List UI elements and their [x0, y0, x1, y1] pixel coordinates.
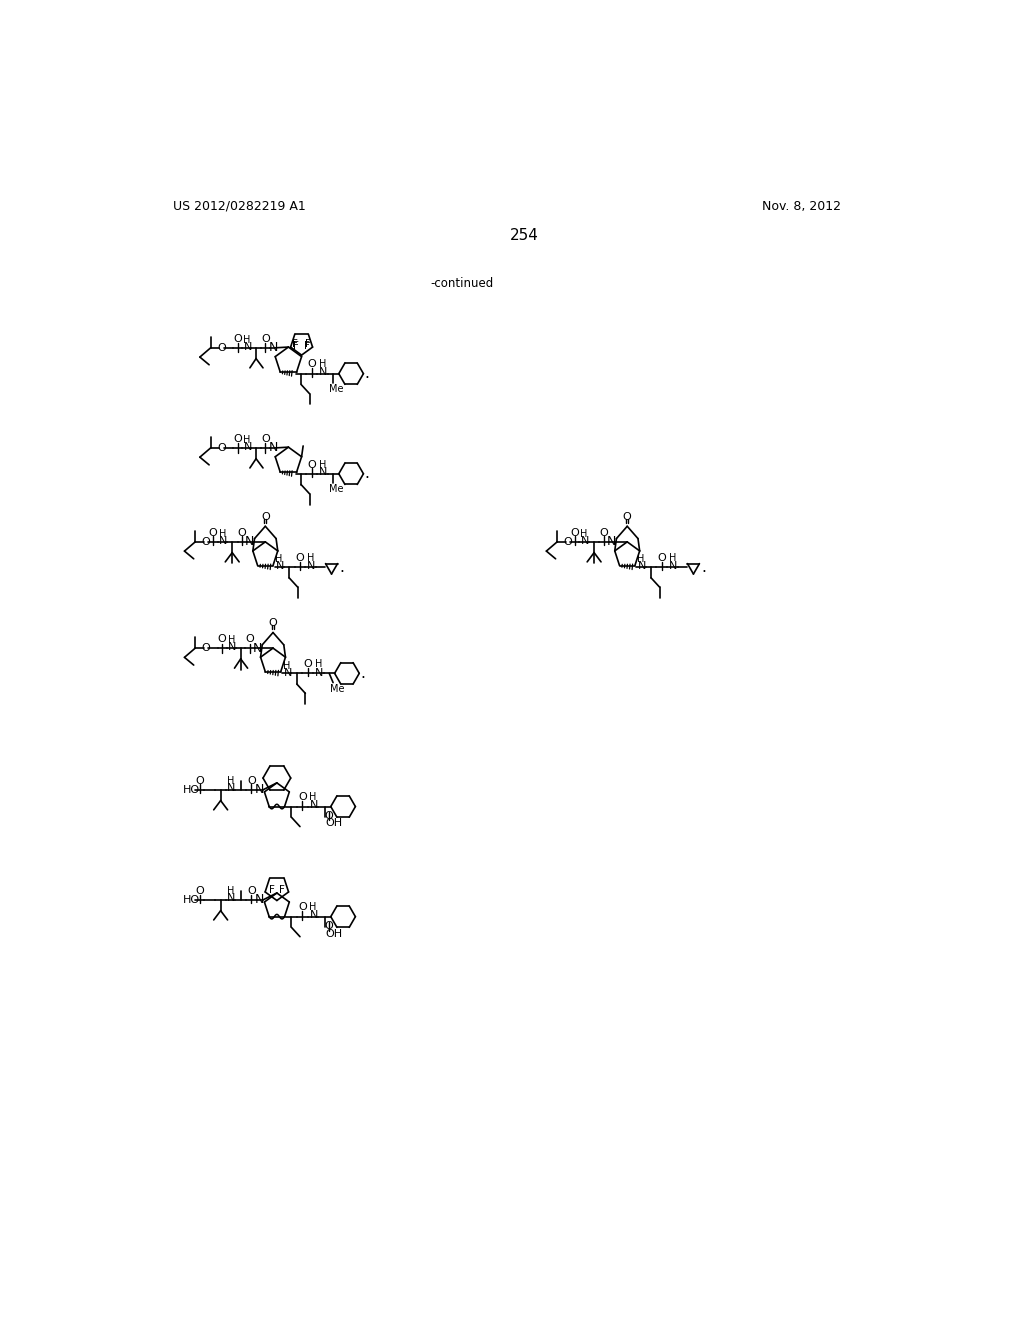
Text: H: H	[309, 903, 316, 912]
Text: F: F	[293, 341, 299, 351]
Text: O: O	[261, 334, 269, 343]
Text: O: O	[233, 334, 242, 343]
Text: N: N	[315, 668, 324, 677]
Text: O: O	[209, 528, 217, 537]
Text: N: N	[268, 342, 278, 354]
Text: O: O	[303, 659, 312, 669]
Text: H: H	[243, 335, 251, 345]
Text: N: N	[245, 536, 255, 548]
Text: O: O	[307, 459, 316, 470]
Text: N: N	[228, 643, 237, 652]
Text: .: .	[339, 560, 344, 574]
Text: O: O	[238, 528, 247, 537]
Text: N: N	[670, 561, 678, 572]
Text: O: O	[247, 886, 256, 896]
Text: H: H	[669, 553, 676, 562]
Text: .: .	[365, 466, 369, 482]
Text: -continued: -continued	[430, 277, 494, 289]
Text: H: H	[284, 660, 291, 671]
Text: OH: OH	[326, 928, 342, 939]
Text: Nov. 8, 2012: Nov. 8, 2012	[762, 199, 841, 213]
Text: N: N	[255, 894, 264, 907]
Text: H: H	[318, 359, 327, 370]
Text: F: F	[305, 339, 310, 350]
Text: Me: Me	[330, 484, 344, 494]
Text: H: H	[227, 886, 234, 896]
Text: 254: 254	[510, 228, 540, 243]
Text: H: H	[227, 635, 236, 645]
Text: O: O	[325, 921, 334, 931]
Text: N: N	[268, 441, 278, 454]
Text: N: N	[309, 909, 318, 920]
Text: N: N	[581, 536, 589, 546]
Text: O: O	[298, 903, 306, 912]
Text: O: O	[657, 553, 667, 562]
Text: H: H	[243, 436, 251, 445]
Text: N: N	[219, 536, 227, 546]
Text: N: N	[227, 783, 236, 793]
Text: O: O	[325, 810, 334, 821]
Text: H: H	[581, 529, 588, 539]
Text: O: O	[202, 643, 210, 653]
Text: H: H	[275, 554, 283, 565]
Text: N: N	[638, 561, 646, 572]
Text: N: N	[319, 367, 328, 378]
Text: O: O	[217, 444, 226, 453]
Text: HO: HO	[183, 785, 200, 795]
Text: Me: Me	[331, 684, 345, 694]
Text: H: H	[227, 776, 234, 785]
Text: H: H	[218, 529, 226, 539]
Text: F: F	[293, 339, 298, 350]
Text: O: O	[196, 886, 204, 896]
Text: O: O	[233, 434, 242, 444]
Text: O: O	[563, 537, 572, 546]
Text: O: O	[217, 343, 226, 352]
Text: O: O	[268, 618, 278, 628]
Text: .: .	[365, 366, 369, 381]
Text: O: O	[246, 634, 254, 644]
Text: O: O	[261, 434, 269, 444]
Text: N: N	[244, 442, 252, 453]
Text: N: N	[253, 642, 262, 655]
Text: .: .	[359, 665, 365, 681]
Text: N: N	[319, 467, 328, 478]
Text: Me: Me	[330, 384, 344, 395]
Text: N: N	[227, 894, 236, 903]
Text: N: N	[307, 561, 315, 572]
Text: H: H	[637, 554, 645, 565]
Text: HO: HO	[183, 895, 200, 906]
Text: O: O	[296, 553, 304, 562]
Text: N: N	[275, 561, 284, 572]
Text: O: O	[196, 776, 204, 785]
Text: H: H	[309, 792, 316, 803]
Text: N: N	[284, 668, 292, 677]
Text: O: O	[261, 512, 269, 521]
Text: O: O	[570, 528, 580, 537]
Text: O: O	[218, 634, 226, 644]
Text: OH: OH	[326, 818, 342, 829]
Text: H: H	[314, 659, 323, 669]
Text: N: N	[244, 342, 252, 352]
Text: .: .	[701, 560, 706, 574]
Text: F: F	[268, 884, 274, 895]
Text: O: O	[307, 359, 316, 370]
Text: O: O	[623, 512, 632, 521]
Text: F: F	[280, 884, 286, 895]
Text: US 2012/0282219 A1: US 2012/0282219 A1	[173, 199, 305, 213]
Text: N: N	[309, 800, 318, 810]
Text: O: O	[600, 528, 608, 537]
Text: H: H	[318, 459, 327, 470]
Text: N: N	[607, 536, 616, 548]
Text: O: O	[298, 792, 306, 803]
Text: H: H	[307, 553, 314, 562]
Text: O: O	[247, 776, 256, 785]
Text: N: N	[255, 783, 264, 796]
Text: F: F	[304, 341, 310, 351]
Text: O: O	[202, 537, 210, 546]
